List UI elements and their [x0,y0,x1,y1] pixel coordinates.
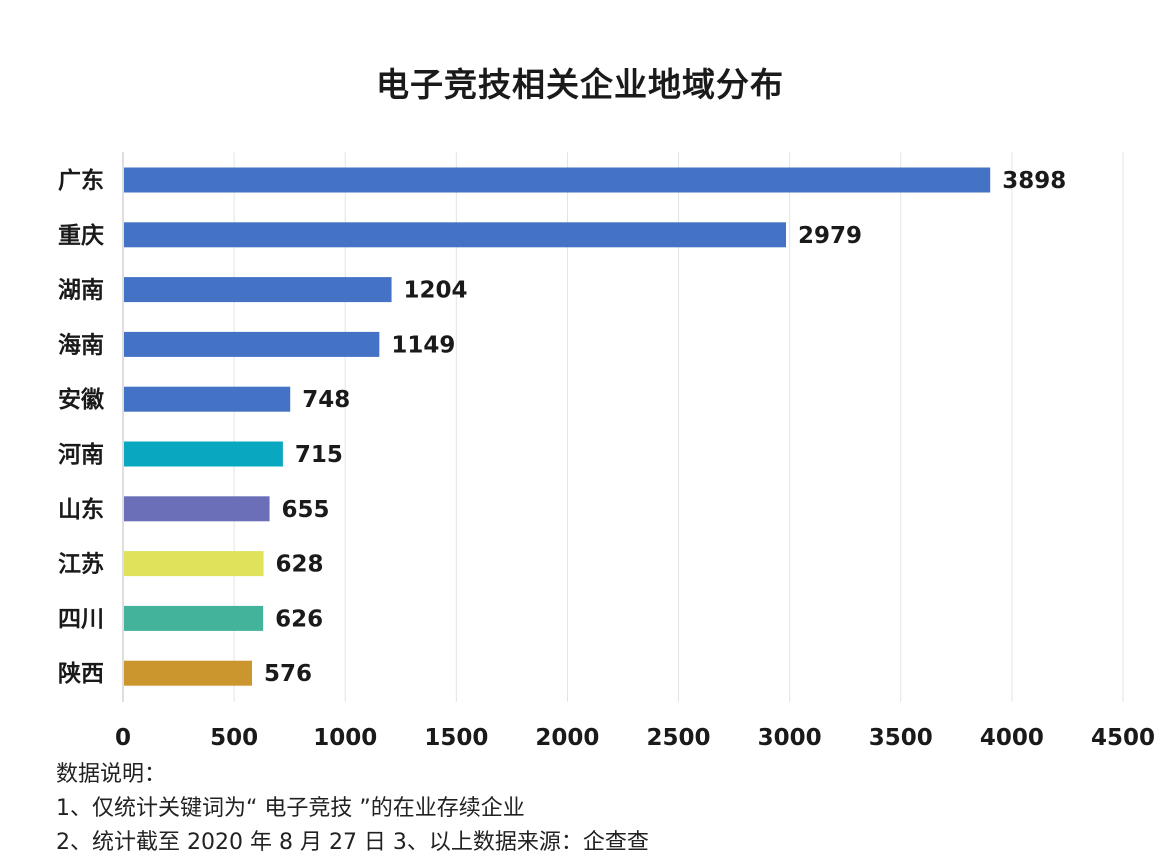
x-tick-label: 1500 [424,725,488,751]
category-label: 重庆 [58,222,104,249]
data-label: 1149 [391,332,455,358]
bar [124,222,786,248]
x-tick-label: 4000 [980,725,1044,751]
data-label: 628 [276,552,324,578]
bar [124,605,264,631]
data-label: 715 [295,442,343,468]
bar [124,496,270,522]
notes-heading: 数据说明： [56,762,167,787]
bar [124,660,252,686]
bar [124,551,264,577]
data-label: 576 [264,661,312,687]
data-label: 3898 [1002,168,1066,194]
category-label: 陕西 [58,660,104,687]
bar [124,277,392,303]
category-label: 安徽 [58,386,105,413]
category-label: 四川 [58,606,104,632]
x-tick-label: 500 [210,725,258,751]
x-tick-label: 3000 [758,725,822,751]
bar [124,441,283,467]
x-tick-label: 3500 [869,725,933,751]
bar [124,331,380,357]
category-label: 海南 [58,331,104,358]
x-tick-label: 4500 [1091,725,1155,751]
data-label: 748 [302,387,350,413]
data-label: 626 [275,606,323,632]
data-label: 2979 [798,223,862,249]
data-label: 655 [282,497,330,523]
bar [124,167,991,193]
x-tick-label: 1000 [313,725,377,751]
category-label: 湖南 [58,278,104,304]
bar [124,386,291,412]
data-notes: 数据说明： 1、仅统计关键词为“ 电子竞技 ”的在业存续企业 2、统计截至 20… [56,758,649,860]
notes-line-2: 2、统计截至 2020 年 8 月 27 日 3、以上数据来源：企查查 [56,830,649,855]
x-tick-label: 0 [115,725,131,751]
chart-title: 电子竞技相关企业地域分布 [376,65,784,104]
category-label: 山东 [58,496,104,523]
data-label: 1204 [404,278,468,304]
category-label: 江苏 [58,552,104,578]
notes-line-1: 1、仅统计关键词为“ 电子竞技 ”的在业存续企业 [56,796,525,821]
x-tick-label: 2000 [535,725,599,751]
x-tick-label: 2500 [647,725,711,751]
category-label: 河南 [58,442,104,468]
category-label: 广东 [58,167,104,194]
